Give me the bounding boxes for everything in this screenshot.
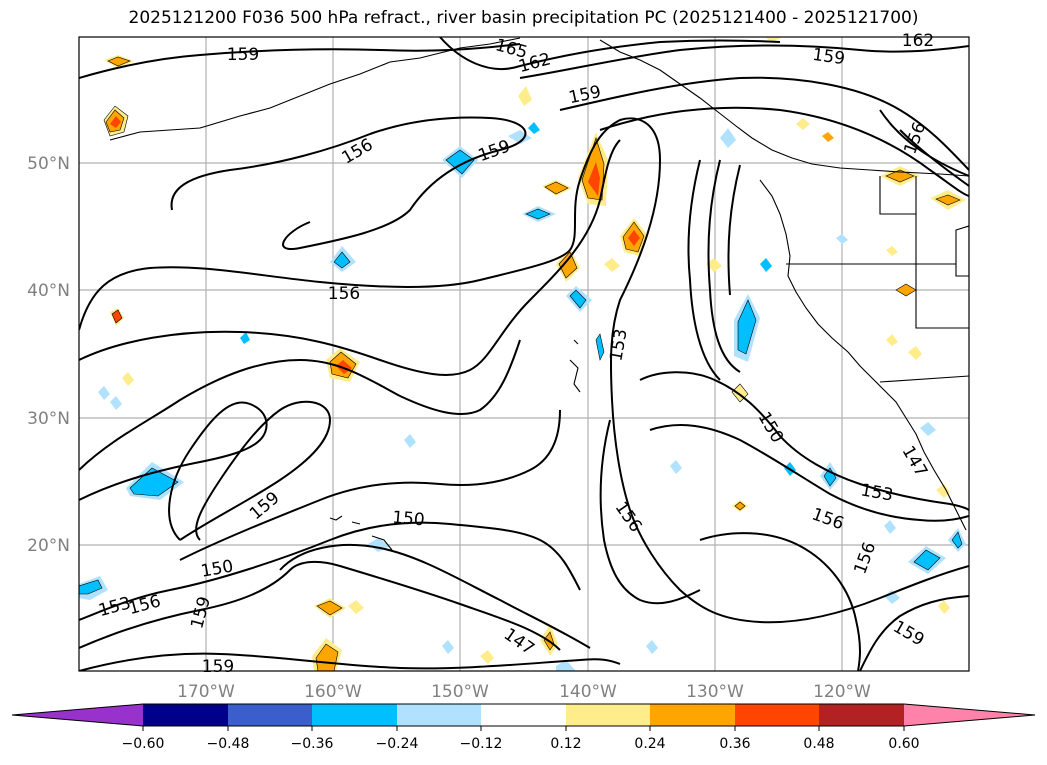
- lat-label-20n: 20°N: [27, 536, 70, 556]
- lon-label-140w: 140°W: [559, 682, 617, 702]
- colorbar-segment: [143, 704, 228, 726]
- colorbar-segment: [481, 704, 566, 726]
- colorbar-segment: [312, 704, 397, 726]
- lon-label-150w: 150°W: [431, 682, 489, 702]
- refractivity-contours: [79, 37, 969, 671]
- contour-label: 156: [328, 284, 360, 304]
- lon-label-130w: 130°W: [686, 682, 744, 702]
- lon-label-170w: 170°W: [177, 682, 235, 702]
- colorbar-segment: [650, 704, 735, 726]
- contour-label: 159: [202, 657, 234, 677]
- colorbar-tick-label: −0.24: [376, 736, 419, 752]
- lat-label-30n: 30°N: [27, 409, 70, 429]
- latitude-labels: 50°N 40°N 30°N 20°N: [27, 154, 70, 556]
- colorbar-tick-label: 0.48: [803, 736, 834, 752]
- colorbar-segment: [566, 704, 650, 726]
- colorbar-tick-label: 0.36: [719, 736, 750, 752]
- lat-label-50n: 50°N: [27, 154, 70, 174]
- contour-labels: 159 165 162 162 159 159 156 156 159 156 …: [96, 31, 934, 677]
- colorbar-tick-label: −0.60: [122, 736, 165, 752]
- colorbar: −0.60 −0.48 −0.36 −0.24 −0.12 0.12 0.24 …: [11, 703, 1036, 752]
- colorbar-extend-low: [12, 704, 143, 726]
- colorbar-tick-label: −0.48: [207, 736, 250, 752]
- contour-label: 159: [811, 45, 846, 69]
- contour-label: 159: [227, 45, 259, 65]
- map-frame: [78, 36, 970, 672]
- colorbar-segment: [819, 704, 904, 726]
- colorbar-tick-label: 0.12: [550, 736, 581, 752]
- colorbar-extend-high: [904, 704, 1035, 726]
- contour-label: 162: [902, 31, 934, 51]
- coastlines: [109, 37, 969, 551]
- lon-label-160w: 160°W: [304, 682, 362, 702]
- colorbar-segment: [735, 704, 819, 726]
- colorbar-segment: [228, 704, 312, 726]
- colorbar-tick-label: 0.24: [634, 736, 665, 752]
- map-background: [79, 37, 969, 671]
- colorbar-tick-label: 0.60: [888, 736, 919, 752]
- lat-label-40n: 40°N: [27, 281, 70, 301]
- colorbar-tick-label: −0.36: [291, 736, 334, 752]
- colorbar-tick-label: −0.12: [460, 736, 503, 752]
- lon-label-120w: 120°W: [813, 682, 871, 702]
- contour-label: 150: [391, 508, 425, 531]
- map-title: 2025121200 F036 500 hPa refract., river …: [128, 8, 919, 28]
- longitude-labels: 170°W 160°W 150°W 140°W 130°W 120°W: [177, 682, 871, 702]
- colorbar-segment: [397, 704, 481, 726]
